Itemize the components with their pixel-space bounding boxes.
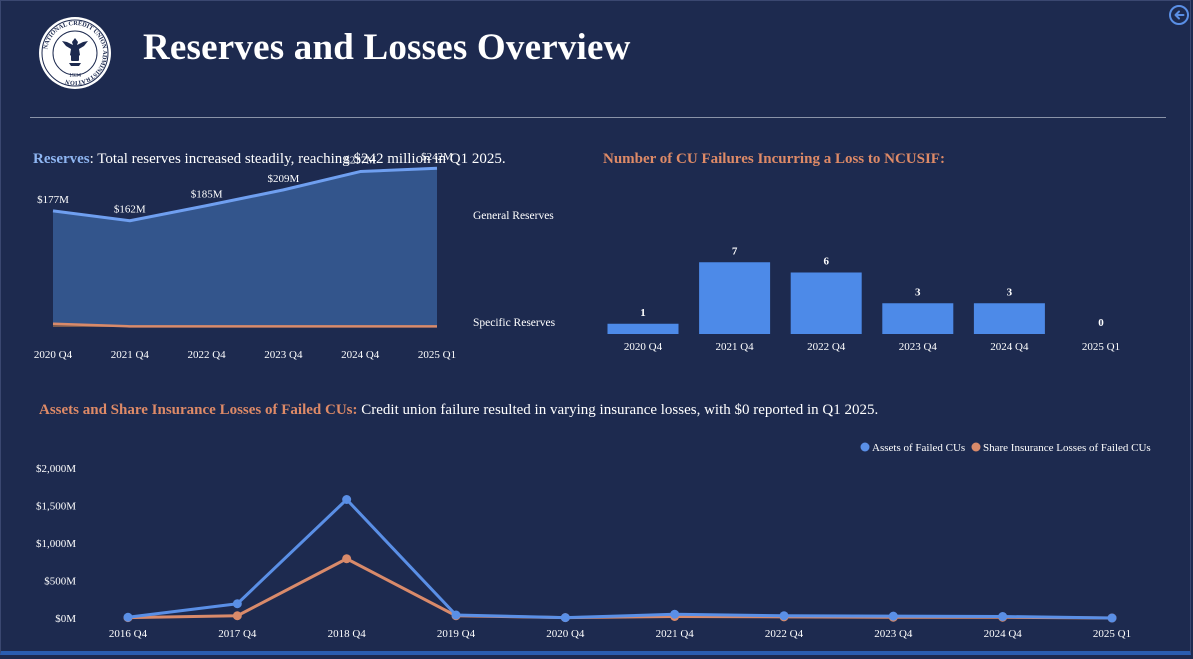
failures-data-label: 1 bbox=[640, 307, 646, 319]
failures-x-tick-label: 2023 Q4 bbox=[899, 341, 938, 353]
assets-of-failed-cus-point bbox=[670, 609, 680, 619]
failures-bar bbox=[790, 272, 862, 334]
assets-y-tick-label: $0M bbox=[55, 613, 76, 625]
reserves-data-label: $242M bbox=[421, 151, 453, 163]
reserves-data-label: $237M bbox=[344, 155, 376, 167]
legend-marker-assets-of-failed-cus bbox=[860, 442, 870, 452]
assets-x-tick-label: 2024 Q4 bbox=[984, 628, 1023, 640]
reserves-data-label: $162M bbox=[114, 204, 146, 216]
reserves-x-tick-label: 2024 Q4 bbox=[341, 349, 380, 361]
assets-x-tick-label: 2021 Q4 bbox=[656, 628, 695, 640]
assets-of-failed-cus-point bbox=[1107, 613, 1117, 623]
failures-data-label: 7 bbox=[732, 245, 738, 257]
assets-y-tick-label: $500M bbox=[44, 576, 76, 588]
failures-x-tick-label: 2025 Q1 bbox=[1082, 341, 1120, 353]
legend-assets-of-failed-cus: Assets of Failed CUs bbox=[872, 442, 965, 454]
reserves-x-tick-label: 2020 Q4 bbox=[34, 349, 73, 361]
assets-of-failed-cus-point bbox=[342, 495, 352, 504]
legend-general-reserves: General Reserves bbox=[473, 210, 554, 222]
assets-x-tick-label: 2018 Q4 bbox=[328, 628, 367, 640]
failures-x-tick-label: 2024 Q4 bbox=[990, 341, 1029, 353]
reserves-heading: Reserves: Total reserves increased stead… bbox=[33, 151, 506, 168]
reserves-data-label: $177M bbox=[37, 194, 69, 206]
reserves-heading-label: Reserves bbox=[33, 151, 90, 167]
failures-bar bbox=[607, 323, 679, 334]
general-reserves-line bbox=[52, 166, 438, 223]
reserves-x-tick-label: 2022 Q4 bbox=[187, 349, 226, 361]
assets-of-failed-cus-point bbox=[998, 612, 1008, 621]
assets-of-failed-cus-point bbox=[779, 611, 789, 621]
assets-x-tick-label: 2020 Q4 bbox=[546, 628, 585, 640]
reserves-data-label: $209M bbox=[268, 173, 300, 185]
assets-of-failed-cus-point bbox=[888, 611, 898, 621]
share-insurance-losses-point bbox=[232, 611, 242, 621]
reserves-x-tick-label: 2025 Q1 bbox=[418, 349, 456, 361]
assets-of-failed-cus-point bbox=[451, 610, 461, 620]
page-title: Reserves and Losses Overview bbox=[143, 27, 631, 68]
reserves-data-label: $185M bbox=[191, 189, 223, 201]
assets-y-tick-label: $1,000M bbox=[36, 538, 76, 550]
header-divider bbox=[30, 117, 1166, 118]
assets-y-tick-label: $1,500M bbox=[36, 501, 76, 513]
assets-x-tick-label: 2023 Q4 bbox=[874, 628, 913, 640]
failures-x-tick-label: 2022 Q4 bbox=[807, 341, 846, 353]
assets-x-tick-label: 2025 Q1 bbox=[1093, 628, 1131, 640]
legend-marker-share-insurance-losses bbox=[971, 442, 981, 452]
eagle-icon bbox=[62, 38, 88, 66]
failures-bar bbox=[882, 303, 954, 334]
ncua-seal-logo: NATIONAL CREDIT UNION ADMINISTRATION 193… bbox=[39, 17, 111, 89]
reserves-x-tick-label: 2021 Q4 bbox=[111, 349, 150, 361]
failures-data-label: 3 bbox=[915, 286, 921, 298]
assets-heading-label: Assets and Share Insurance Losses of Fai… bbox=[39, 402, 358, 418]
assets-of-failed-cus-point bbox=[560, 613, 570, 623]
assets-x-tick-label: 2016 Q4 bbox=[109, 628, 148, 640]
assets-y-tick-label: $2,000M bbox=[36, 463, 76, 475]
reserves-x-tick-label: 2023 Q4 bbox=[264, 349, 303, 361]
failures-data-label: 0 bbox=[1098, 317, 1104, 329]
failures-x-tick-label: 2020 Q4 bbox=[624, 341, 663, 353]
back-arrow-circle-icon[interactable] bbox=[1168, 4, 1190, 26]
assets-of-failed-cus-line bbox=[127, 498, 1113, 620]
failures-x-tick-label: 2021 Q4 bbox=[715, 341, 754, 353]
assets-of-failed-cus-point bbox=[232, 599, 242, 609]
specific-reserves-line bbox=[52, 322, 437, 328]
assets-x-tick-label: 2019 Q4 bbox=[437, 628, 476, 640]
assets-x-tick-label: 2022 Q4 bbox=[765, 628, 804, 640]
seal-year: 1934 bbox=[69, 73, 81, 79]
share-insurance-losses-point bbox=[342, 554, 352, 564]
general-reserves-area bbox=[53, 168, 437, 327]
failures-data-label: 3 bbox=[1007, 286, 1013, 298]
failures-heading: Number of CU Failures Incurring a Loss t… bbox=[603, 151, 945, 168]
failures-heading-label: Number of CU Failures Incurring a Loss t… bbox=[603, 151, 945, 167]
assets-of-failed-cus-point bbox=[123, 612, 133, 622]
assets-heading: Assets and Share Insurance Losses of Fai… bbox=[39, 402, 878, 419]
failures-bar bbox=[699, 262, 771, 334]
assets-heading-text: Credit union failure resulted in varying… bbox=[357, 402, 879, 418]
failures-bar bbox=[973, 303, 1045, 334]
legend-specific-reserves: Specific Reserves bbox=[473, 317, 556, 329]
assets-x-tick-label: 2017 Q4 bbox=[218, 628, 257, 640]
legend-share-insurance-losses: Share Insurance Losses of Failed CUs bbox=[983, 442, 1151, 454]
failures-data-label: 6 bbox=[823, 256, 829, 268]
reserves-heading-text: : Total reserves increased steadily, rea… bbox=[89, 151, 506, 167]
